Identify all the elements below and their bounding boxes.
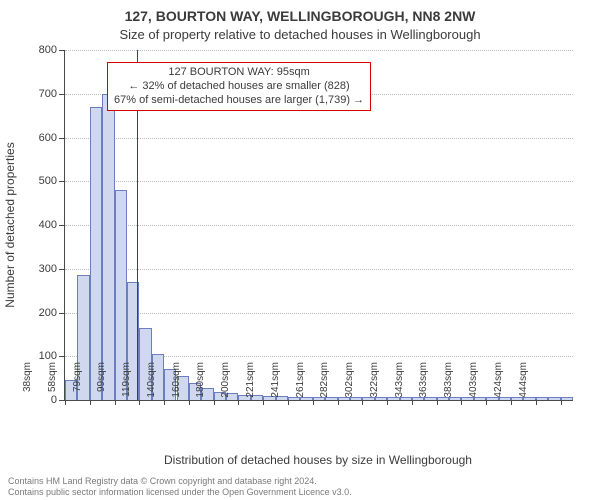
annotation-line: 127 BOURTON WAY: 95sqm [114, 66, 364, 80]
annotation-callout: 127 BOURTON WAY: 95sqm← 32% of detached … [107, 62, 371, 111]
y-tick-label: 600 [25, 132, 57, 144]
x-tick [189, 400, 190, 405]
y-tick-label: 500 [25, 175, 57, 187]
x-tick-label: 38sqm [22, 362, 33, 408]
x-tick [90, 400, 91, 405]
y-tick [59, 138, 65, 139]
x-tick-label: 322sqm [369, 362, 380, 408]
x-tick [486, 400, 487, 405]
chart-title-sub: Size of property relative to detached ho… [0, 27, 600, 42]
x-tick [461, 400, 462, 405]
y-tick [59, 94, 65, 95]
chart-title-main: 127, BOURTON WAY, WELLINGBOROUGH, NN8 2N… [0, 8, 600, 24]
histogram-bar [102, 94, 114, 400]
x-tick-label: 140sqm [146, 362, 157, 408]
x-tick [288, 400, 289, 405]
y-tick [59, 181, 65, 182]
annotation-line: 67% of semi-detached houses are larger (… [114, 94, 364, 108]
x-tick [511, 400, 512, 405]
histogram-bar [536, 397, 548, 400]
x-tick-label: 221sqm [245, 362, 256, 408]
y-tick-label: 200 [25, 307, 57, 319]
x-tick-label: 261sqm [295, 362, 306, 408]
x-tick-label: 99sqm [96, 362, 107, 408]
attribution-line-1: Contains HM Land Registry data © Crown c… [8, 476, 352, 486]
gridline-h [65, 138, 573, 139]
y-tick-label: 800 [25, 44, 57, 56]
y-axis-title: Number of detached properties [3, 142, 17, 307]
x-tick-label: 180sqm [195, 362, 206, 408]
x-tick [238, 400, 239, 405]
gridline-h [65, 181, 573, 182]
histogram-bar [548, 397, 560, 400]
x-tick-label: 343sqm [394, 362, 405, 408]
x-axis-title: Distribution of detached houses by size … [64, 453, 572, 467]
x-tick [139, 400, 140, 405]
y-tick [59, 356, 65, 357]
x-tick-label: 160sqm [171, 362, 182, 408]
histogram-bar [90, 107, 102, 400]
x-tick [387, 400, 388, 405]
x-tick [65, 400, 66, 405]
x-tick [338, 400, 339, 405]
x-tick-label: 403sqm [468, 362, 479, 408]
gridline-h [65, 269, 573, 270]
plot-area: 010020030040050060070080038sqm58sqm79sqm… [64, 50, 573, 401]
x-tick-label: 58sqm [47, 362, 58, 408]
x-tick-label: 383sqm [443, 362, 454, 408]
gridline-h [65, 313, 573, 314]
gridline-h [65, 225, 573, 226]
x-tick-label: 282sqm [319, 362, 330, 408]
y-tick-label: 400 [25, 219, 57, 231]
y-tick-label: 300 [25, 263, 57, 275]
histogram-bar [561, 397, 573, 400]
y-tick [59, 225, 65, 226]
y-tick-label: 700 [25, 88, 57, 100]
x-tick [536, 400, 537, 405]
chart-container: 127, BOURTON WAY, WELLINGBOROUGH, NN8 2N… [0, 0, 600, 500]
x-tick [437, 400, 438, 405]
x-tick [313, 400, 314, 405]
gridline-h [65, 50, 573, 51]
x-tick [263, 400, 264, 405]
x-tick [561, 400, 562, 405]
x-tick [115, 400, 116, 405]
y-tick [59, 269, 65, 270]
x-tick-label: 363sqm [418, 362, 429, 408]
x-tick-label: 241sqm [270, 362, 281, 408]
x-tick-label: 200sqm [220, 362, 231, 408]
y-tick [59, 313, 65, 314]
x-tick [214, 400, 215, 405]
x-tick [164, 400, 165, 405]
x-tick-label: 444sqm [518, 362, 529, 408]
attribution-line-2: Contains public sector information licen… [8, 487, 352, 497]
attribution-footer: Contains HM Land Registry data © Crown c… [8, 476, 352, 497]
x-tick [412, 400, 413, 405]
x-tick-label: 302sqm [344, 362, 355, 408]
x-tick-label: 424sqm [493, 362, 504, 408]
x-tick-label: 119sqm [121, 362, 132, 408]
y-tick-label: 100 [25, 350, 57, 362]
y-tick [59, 50, 65, 51]
x-tick-label: 79sqm [72, 362, 83, 408]
x-tick [362, 400, 363, 405]
annotation-line: ← 32% of detached houses are smaller (82… [114, 80, 364, 94]
